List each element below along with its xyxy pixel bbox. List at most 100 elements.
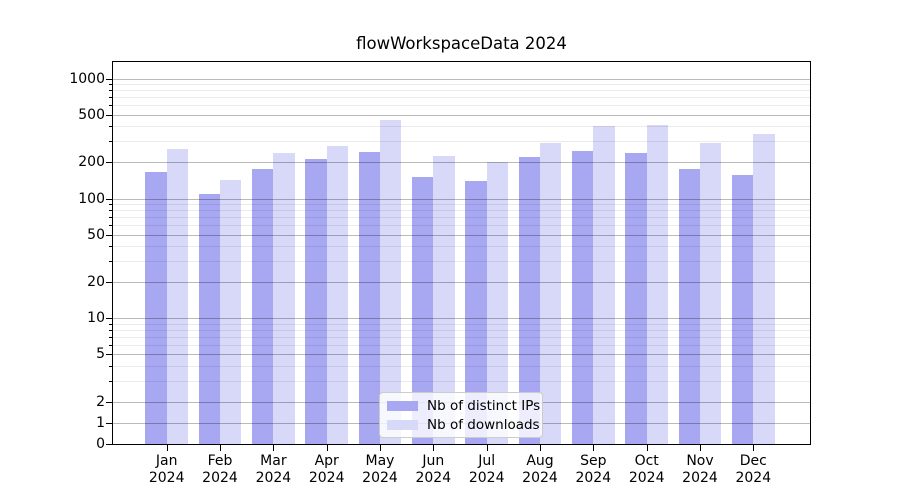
bar-distinct-ips-jun (412, 177, 434, 444)
legend-item-downloads: Nb of downloads (387, 417, 540, 433)
bar-downloads-oct (646, 125, 668, 444)
gridline-minor-30 (113, 261, 810, 263)
y-tick-1000 (106, 78, 113, 80)
y-minor-tick-80 (109, 210, 113, 212)
x-tick-apr (326, 444, 328, 451)
bar-downloads-aug (540, 143, 562, 444)
x-tick-jun (433, 444, 435, 451)
x-tick-label-jul: Jul 2024 (468, 453, 505, 486)
y-minor-tick-400 (109, 126, 113, 128)
gridline-major-5 (113, 354, 810, 356)
y-tick-2 (106, 402, 113, 403)
y-tick-20 (106, 282, 113, 284)
gridline-minor-900 (113, 84, 810, 86)
y-minor-tick-60 (109, 225, 113, 226)
y-minor-tick-9 (109, 323, 113, 325)
y-minor-tick-800 (109, 90, 113, 92)
bar-downloads-sep (593, 126, 615, 444)
gridline-major-50 (113, 234, 810, 236)
bar-downloads-jul (486, 162, 508, 444)
x-tick-label-may: May 2024 (362, 453, 398, 486)
x-tick-aug (540, 444, 541, 451)
y-tick-label-1: 1 (96, 415, 105, 431)
gridline-major-1000 (113, 78, 810, 80)
bar-distinct-ips-oct (625, 152, 647, 444)
bar-distinct-ips-jan (145, 172, 167, 444)
x-tick-nov (700, 444, 701, 451)
gridline-minor-400 (113, 126, 810, 128)
x-tick-jul (486, 444, 488, 451)
y-tick-label-5: 5 (96, 346, 105, 363)
legend-swatch-downloads (387, 419, 418, 430)
y-tick-label-10: 10 (87, 310, 105, 327)
y-tick-10 (106, 318, 113, 320)
y-minor-tick-300 (109, 141, 113, 143)
y-tick-label-500: 500 (78, 106, 105, 123)
x-tick-label-mar: Mar 2024 (255, 453, 292, 486)
y-minor-tick-6 (109, 344, 113, 346)
gridline-minor-6 (113, 344, 810, 346)
bar-distinct-ips-feb (198, 193, 220, 444)
gridline-minor-300 (113, 141, 810, 143)
gridline-minor-40 (113, 246, 810, 248)
bar-distinct-ips-jul (465, 181, 487, 444)
gridline-minor-8 (113, 329, 810, 331)
y-tick-200 (106, 162, 113, 164)
x-tick-dec (753, 444, 755, 451)
y-tick-label-1000: 1000 (69, 70, 105, 87)
plot-area: 1000 500 200 100 50 20 10 5 2 1 0 Jan 2024 Feb 2024 Mar… (69, 61, 811, 486)
x-tick-label-feb: Feb 2024 (202, 453, 238, 486)
gridline-minor-80 (113, 210, 810, 212)
y-minor-tick-600 (109, 105, 113, 107)
gridline-minor-90 (113, 203, 810, 205)
gridline-minor-4 (113, 365, 810, 367)
bar-downloads-mar (273, 152, 295, 444)
gridline-major-20 (113, 282, 810, 284)
legend-item-distinct-ips: Nb of distinct IPs (387, 398, 540, 414)
y-minor-tick-90 (109, 203, 113, 205)
y-tick-100 (106, 198, 113, 200)
y-tick-500 (106, 114, 113, 116)
y-minor-tick-7 (109, 336, 113, 338)
x-tick-label-oct: Oct 2024 (628, 453, 665, 486)
legend-label-downloads: Nb of downloads (427, 416, 540, 433)
gridline-minor-3 (113, 380, 810, 382)
y-tick-label-200: 200 (78, 154, 105, 171)
legend: Nb of distinct IPs Nb of downloads (379, 392, 543, 438)
bar-distinct-ips-sep (572, 150, 594, 444)
x-tick-label-dec: Dec 2024 (735, 453, 772, 486)
y-minor-tick-3 (109, 380, 113, 382)
y-minor-tick-4 (109, 365, 113, 367)
x-tick-mar (273, 444, 275, 451)
y-tick-1 (106, 423, 113, 424)
bar-distinct-ips-may (358, 151, 380, 444)
y-minor-tick-700 (109, 97, 113, 99)
gridline-minor-7 (113, 336, 810, 338)
gridline-major-10 (113, 318, 810, 320)
gridline-minor-800 (113, 90, 810, 92)
y-tick-5 (106, 354, 113, 356)
x-tick-label-jan: Jan 2024 (148, 453, 185, 486)
gridline-minor-70 (113, 217, 810, 218)
y-tick-label-50: 50 (87, 226, 105, 243)
gridline-major-100 (113, 198, 810, 200)
x-tick-label-apr: Apr 2024 (308, 453, 345, 486)
bar-distinct-ips-mar (252, 169, 274, 444)
x-tick-may (380, 444, 381, 451)
gridline-major-200 (113, 162, 810, 164)
y-minor-tick-30 (109, 261, 113, 263)
x-tick-label-aug: Aug 2024 (522, 453, 558, 486)
bar-distinct-ips-apr (305, 158, 327, 444)
bar-distinct-ips-nov (678, 169, 700, 444)
y-minor-tick-70 (109, 217, 113, 218)
y-tick-0 (106, 444, 113, 445)
x-tick-label-sep: Sep 2024 (575, 453, 612, 486)
bar-downloads-apr (326, 145, 348, 444)
bar-distinct-ips-aug (518, 157, 540, 444)
bar-downloads-jun (433, 155, 455, 444)
gridline-minor-9 (113, 323, 810, 325)
y-minor-tick-40 (109, 246, 113, 248)
y-tick-label-100: 100 (78, 190, 105, 207)
bar-downloads-jan (166, 148, 188, 444)
